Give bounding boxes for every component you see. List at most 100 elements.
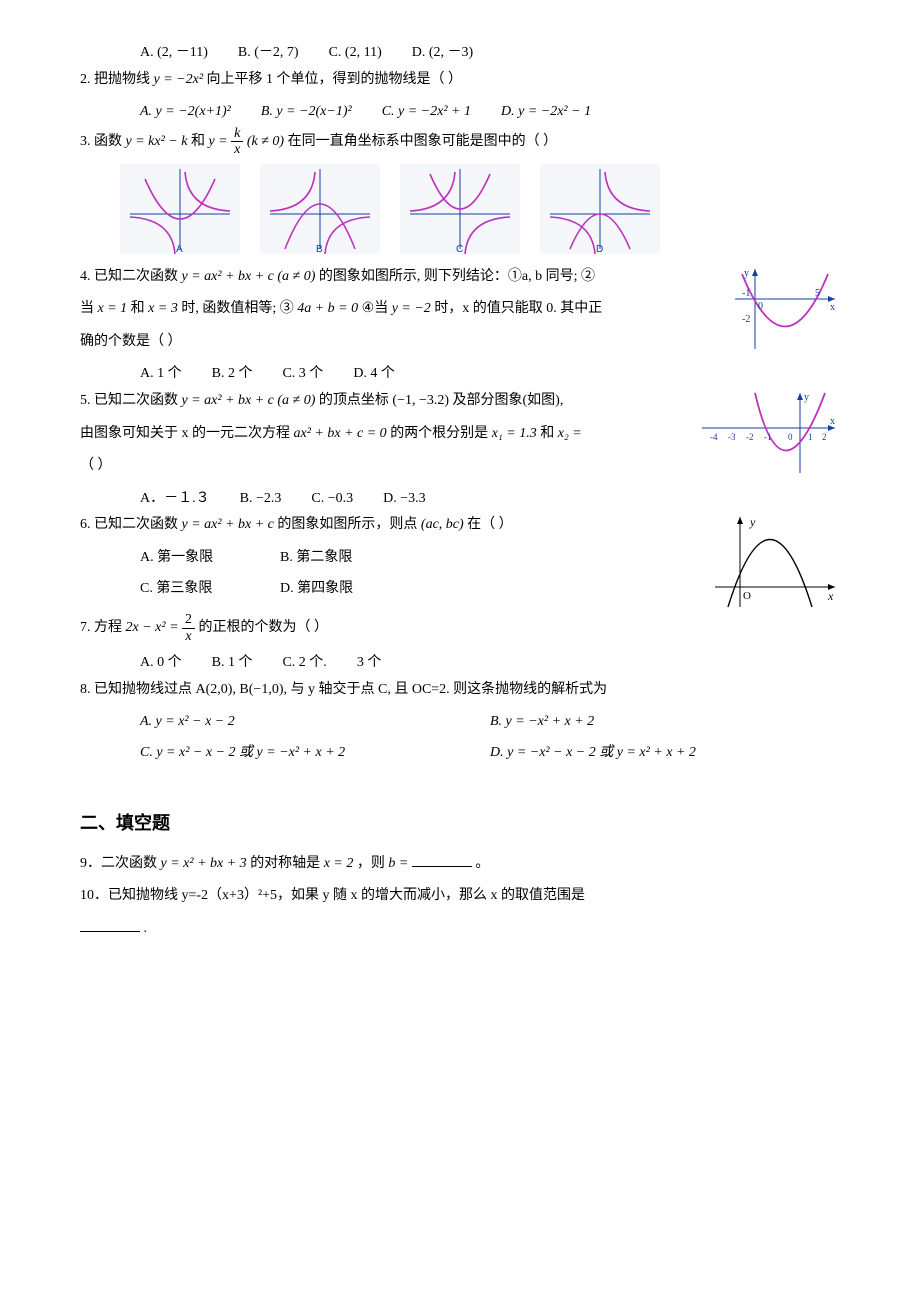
- q5-l2b: 的两个根分别是: [390, 426, 492, 441]
- q3-a: 3. 函数: [80, 134, 126, 149]
- q3-label-b: B: [316, 244, 323, 254]
- q5-t2: -2: [746, 432, 754, 442]
- svg-text:x: x: [827, 589, 834, 603]
- q5-figure: -4 -3 -2 -1 0 1 2 x y: [700, 388, 840, 478]
- q6-opt-d: D. 第四象限: [280, 576, 420, 603]
- q6-c: 在（ ）: [467, 517, 513, 532]
- q5-l2m: ax² + bx + c = 0: [294, 426, 387, 441]
- q10-blank[interactable]: [80, 917, 140, 932]
- q5-t0: -4: [710, 432, 718, 442]
- q3-label-c: C: [456, 244, 463, 254]
- q10-a: 10．已知抛物线 y=-2（x+3）²+5，如果 y 随 x 的增大而减小，那么…: [80, 888, 585, 903]
- svg-text:x: x: [830, 302, 835, 313]
- q9-blank[interactable]: [412, 852, 472, 867]
- q5-l2m2: x₁ = 1.3: [492, 426, 537, 441]
- q1-opt-b: B. (－2, 7): [238, 40, 299, 67]
- q6-opt-b: B. 第二象限: [280, 545, 420, 572]
- q7-mpref: 2x − x² =: [126, 620, 183, 635]
- q6-opt-a: A. 第一象限: [140, 545, 280, 572]
- q4-l1a: 4. 已知二次函数: [80, 269, 182, 284]
- q6-m1: y = ax² + bx + c: [182, 517, 274, 532]
- q1-opt-d: D. (2, －3): [412, 40, 473, 67]
- q3-graphs: A B C D: [80, 164, 840, 254]
- q2-stem-a: 2. 把抛物线: [80, 72, 154, 87]
- q9-m3: b =: [388, 856, 408, 871]
- q4-opt-d: D. 4 个: [353, 361, 395, 388]
- svg-text:y: y: [744, 268, 749, 279]
- q8-opt-a: A. y = x² − x − 2: [140, 709, 490, 736]
- q5-t3: -1: [764, 432, 772, 442]
- q7-num: 2: [182, 612, 195, 628]
- q7-b: 的正根的个数为（ ）: [199, 620, 329, 635]
- q5-options: A．－１.３ B. −2.3 C. −0.3 D. −3.3: [80, 486, 690, 513]
- q10-b: .: [144, 921, 148, 936]
- q4-l2m3: 4a + b = 0: [297, 301, 358, 316]
- q4-l2mid2: 时, 函数值相等; ③: [181, 301, 297, 316]
- q3-frac-n: k: [231, 126, 243, 142]
- q5-line2: 由图象可知关于 x 的一元二次方程 ax² + bx + c = 0 的两个根分…: [80, 421, 690, 448]
- q6-figure: O x y: [710, 512, 840, 612]
- q9-b: 的对称轴是: [250, 856, 324, 871]
- q5-line3: （ ）: [80, 453, 690, 480]
- q2-opt-d: D. y = −2x² − 1: [501, 99, 591, 126]
- q3-label-a: A: [176, 244, 183, 254]
- q2-opt-b: B. y = −2(x−1)²: [261, 99, 352, 126]
- q6-a: 6. 已知二次函数: [80, 517, 182, 532]
- q4-l1m: y = ax² + bx + c (a ≠ 0): [182, 269, 316, 284]
- q5-t1: -3: [728, 432, 736, 442]
- q7-opt-d: 3 个: [357, 650, 382, 677]
- q4-row: 4. 已知二次函数 y = ax² + bx + c (a ≠ 0) 的图象如图…: [80, 264, 840, 388]
- q9-a: 9．二次函数: [80, 856, 161, 871]
- q2-opt-a: A. y = −2(x+1)²: [140, 99, 231, 126]
- svg-text:O: O: [743, 590, 751, 602]
- q3: 3. 函数 y = kx² − k 和 y = kx (k ≠ 0) 在同一直角…: [80, 126, 840, 158]
- svg-text:y: y: [804, 392, 809, 403]
- q6-options: A. 第一象限 B. 第二象限 C. 第三象限 D. 第四象限: [80, 545, 700, 602]
- q6-m2: (ac, bc): [421, 517, 464, 532]
- q1-opt-c: C. (2, 11): [329, 40, 382, 67]
- q8-options: A. y = x² − x − 2 B. y = −x² + x + 2 C. …: [80, 709, 840, 766]
- q4-tick-1: 0: [758, 301, 763, 312]
- q6-b: 的图象如图所示，则点: [277, 517, 421, 532]
- q4-tick-2: 5: [815, 288, 820, 299]
- q7-opt-c: C. 2 个.: [282, 650, 326, 677]
- q4-l2m1: x = 1: [98, 301, 128, 316]
- q2-stem-b: 向上平移 1 个单位，得到的抛物线是（ ）: [207, 72, 463, 87]
- q4-l2m4: y = −2: [392, 301, 431, 316]
- q3-m1: y = kx² − k: [126, 134, 188, 149]
- q8-opt-b: B. y = −x² + x + 2: [490, 709, 840, 736]
- q9: 9．二次函数 y = x² + bx + 3 的对称轴是 x = 2 ，则 b …: [80, 851, 840, 878]
- q4-figure: -1 0 5 -2 x y: [730, 264, 840, 354]
- q4-tick-3: -2: [742, 314, 750, 325]
- q4-opt-c: C. 3 个: [282, 361, 323, 388]
- q2-options: A. y = −2(x+1)² B. y = −2(x−1)² C. y = −…: [80, 99, 840, 126]
- q4-l2m2: x = 3: [148, 301, 178, 316]
- q6: 6. 已知二次函数 y = ax² + bx + c 的图象如图所示，则点 (a…: [80, 512, 700, 539]
- q3-m2-suf: (k ≠ 0): [247, 134, 284, 149]
- q2: 2. 把抛物线 y = −2x² 向上平移 1 个单位，得到的抛物线是（ ）: [80, 67, 840, 94]
- q7-frac: 2x: [182, 612, 195, 644]
- q4-opt-b: B. 2 个: [212, 361, 253, 388]
- q5-opt-b: B. −2.3: [240, 486, 282, 513]
- q4-opt-a: A. 1 个: [140, 361, 182, 388]
- q4-l2mid3: ④当: [362, 301, 392, 316]
- q7-den: x: [182, 629, 195, 644]
- q4-l1b: 的图象如图所示, 则下列结论：①a, b 同号; ②: [319, 269, 595, 284]
- q7-opt-a: A. 0 个: [140, 650, 182, 677]
- q3-m2-pref: y =: [208, 134, 231, 149]
- q8-opt-c: C. y = x² − x − 2 或 y = −x² + x + 2: [140, 740, 490, 767]
- q9-m1: y = x² + bx + 3: [161, 856, 247, 871]
- svg-text:y: y: [749, 515, 756, 529]
- q6-opt-c: C. 第三象限: [140, 576, 280, 603]
- q9-d: 。: [475, 856, 489, 871]
- q3-graph-c: C: [400, 164, 520, 254]
- q10: 10．已知抛物线 y=-2（x+3）²+5，如果 y 随 x 的增大而减小，那么…: [80, 883, 840, 910]
- q5-t4: 0: [788, 432, 793, 442]
- q4-line2: 当 x = 1 和 x = 3 时, 函数值相等; ③ 4a + b = 0 ④…: [80, 296, 720, 323]
- q5-t5: 1: [808, 432, 813, 442]
- q6-row: 6. 已知二次函数 y = ax² + bx + c 的图象如图所示，则点 (a…: [80, 512, 840, 612]
- q2-math: y = −2x²: [154, 72, 204, 87]
- q5-l1a: 5. 已知二次函数: [80, 393, 182, 408]
- q5-opt-a: A．－１.３: [140, 486, 210, 513]
- q3-b: 在同一直角坐标系中图象可能是图中的（ ）: [288, 134, 558, 149]
